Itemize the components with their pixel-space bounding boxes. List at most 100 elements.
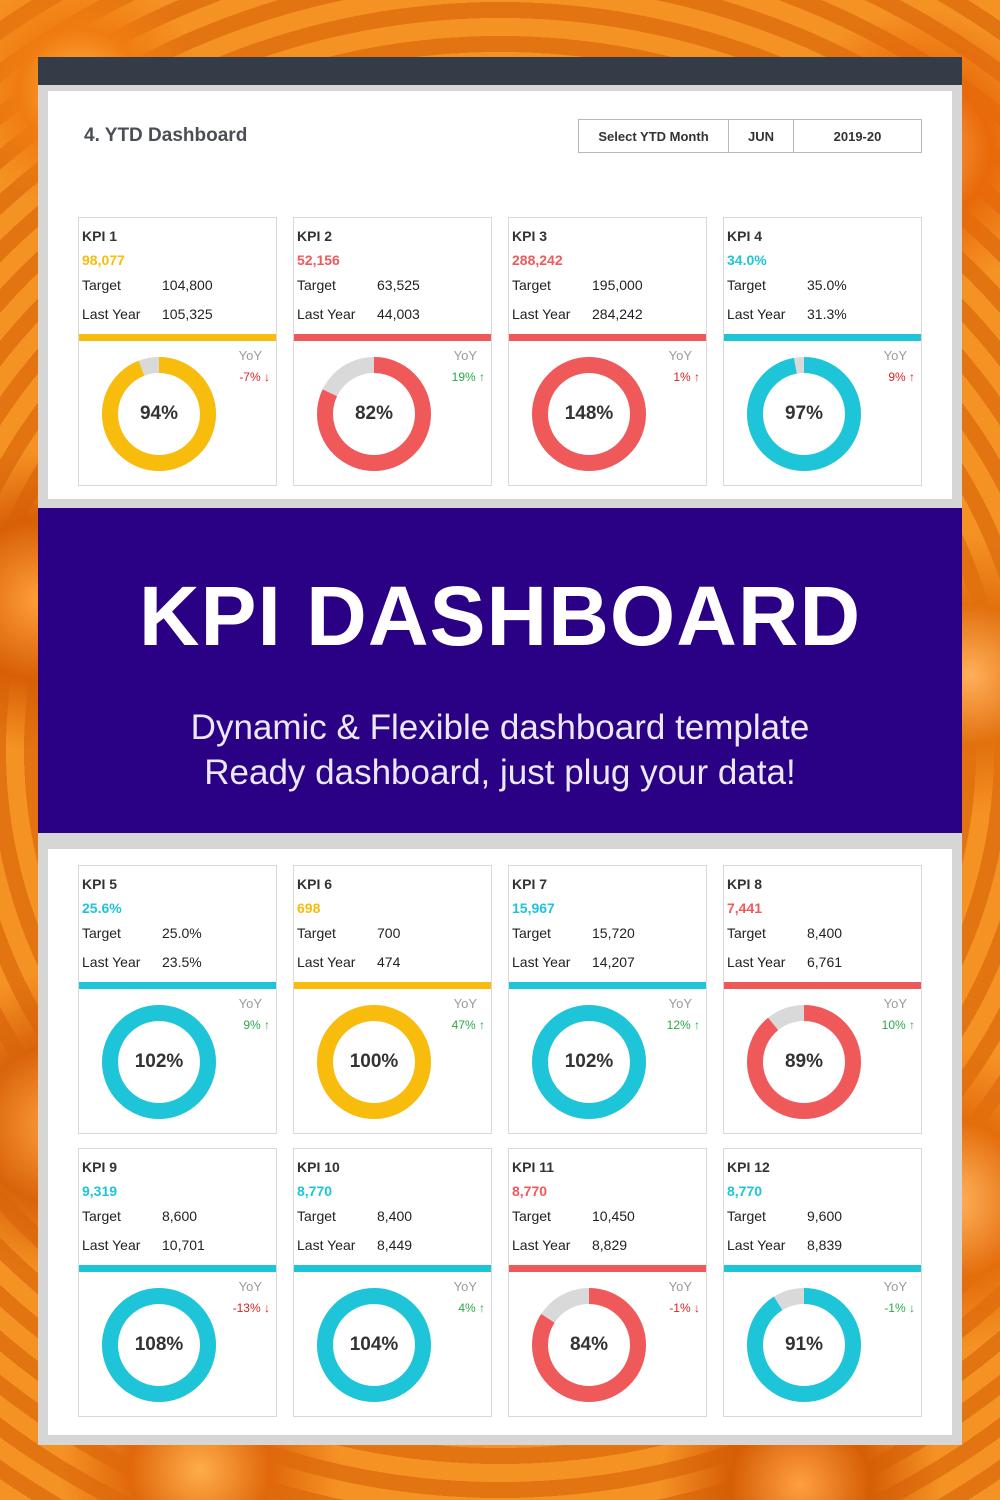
- kpi-card[interactable]: KPI 8 7,441 Target 8,400 Last Year 6,761 YoY 10…: [723, 865, 922, 1134]
- kpi-donut-chart: [102, 1005, 216, 1119]
- last-year-row: Last Year 23.5%: [82, 954, 202, 970]
- last-year-value: 8,449: [377, 1237, 413, 1253]
- target-row: Target 8,400: [727, 925, 842, 941]
- yoy-label: YoY: [668, 1279, 692, 1294]
- yoy-value: 10% ↑: [881, 1018, 915, 1032]
- yoy-label: YoY: [453, 1279, 477, 1294]
- yoy-value: -1% ↓: [884, 1301, 915, 1315]
- dashboard-bottom-frame: KPI 5 25.6% Target 25.0% Last Year 23.5% YoY 9%…: [38, 833, 962, 1445]
- target-row: Target 15,720: [512, 925, 635, 941]
- kpi-color-bar: [294, 982, 491, 989]
- kpi-donut-chart: [747, 1005, 861, 1119]
- kpi-value: 7,441: [727, 900, 763, 916]
- kpi-name: KPI 7: [512, 876, 548, 892]
- target-row: Target 104,800: [82, 277, 213, 293]
- last-year-label: Last Year: [727, 306, 786, 322]
- yoy-label: YoY: [238, 348, 262, 363]
- last-year-value: 31.3%: [807, 306, 847, 322]
- kpi-donut-chart: [102, 1288, 216, 1402]
- dashboard-top-panel: 4. YTD Dashboard Select YTD Month JUN 20…: [48, 91, 952, 499]
- page-title: 4. YTD Dashboard: [84, 125, 248, 146]
- year-dropdown[interactable]: 2019-20: [833, 128, 882, 144]
- yoy-label: YoY: [453, 996, 477, 1011]
- donut-progress-arc: [102, 357, 216, 471]
- yoy-value: 1% ↑: [673, 370, 700, 384]
- target-label: Target: [82, 1208, 121, 1224]
- kpi-card[interactable]: KPI 7 15,967 Target 15,720 Last Year 14,207 Yo…: [508, 865, 707, 1134]
- yoy-value: -13% ↓: [232, 1301, 270, 1315]
- banner: KPI DASHBOARD Dynamic & Flexible dashboa…: [38, 508, 962, 833]
- kpi-card[interactable]: KPI 10 8,770 Target 8,400 Last Year 8,449 YoY 4…: [293, 1148, 492, 1417]
- last-year-row: Last Year 105,325: [82, 306, 213, 322]
- kpi-card[interactable]: KPI 12 8,770 Target 9,600 Last Year 8,839 YoY -…: [723, 1148, 922, 1417]
- kpi-name: KPI 10: [297, 1159, 340, 1175]
- kpi-name: KPI 5: [82, 876, 118, 892]
- target-label: Target: [82, 277, 121, 293]
- target-label: Target: [512, 925, 551, 941]
- target-row: Target 700: [297, 925, 400, 941]
- last-year-value: 8,829: [592, 1237, 628, 1253]
- yoy-label: YoY: [883, 1279, 907, 1294]
- last-year-row: Last Year 14,207: [512, 954, 635, 970]
- target-label: Target: [82, 925, 121, 941]
- donut-progress-arc: [317, 1288, 431, 1402]
- last-year-label: Last Year: [82, 1237, 141, 1253]
- last-year-label: Last Year: [512, 306, 571, 322]
- kpi-card[interactable]: KPI 3 288,242 Target 195,000 Last Year 284,24…: [508, 217, 707, 486]
- kpi-percent: 100%: [349, 1051, 399, 1072]
- last-year-value: 284,242: [592, 306, 643, 322]
- kpi-color-bar: [724, 1265, 921, 1272]
- yoy-label: YoY: [668, 996, 692, 1011]
- yoy-value: 9% ↑: [243, 1018, 270, 1032]
- target-label: Target: [297, 925, 336, 941]
- donut-progress-arc: [747, 357, 861, 471]
- target-label: Target: [727, 277, 766, 293]
- kpi-color-bar: [294, 1265, 491, 1272]
- donut-progress-arc: [532, 1005, 646, 1119]
- target-row: Target 10,450: [512, 1208, 635, 1224]
- kpi-card[interactable]: KPI 6 698 Target 700 Last Year 474 YoY 47% ↑ 100…: [293, 865, 492, 1134]
- target-value: 15,720: [592, 925, 635, 941]
- kpi-value: 25.6%: [82, 900, 122, 916]
- target-row: Target 9,600: [727, 1208, 842, 1224]
- kpi-percent: 102%: [564, 1051, 614, 1072]
- month-dropdown[interactable]: JUN: [729, 120, 794, 152]
- yoy-label: YoY: [883, 996, 907, 1011]
- target-label: Target: [727, 1208, 766, 1224]
- donut-progress-arc: [532, 357, 646, 471]
- kpi-card[interactable]: KPI 4 34.0% Target 35.0% Last Year 31.3% YoY 9%…: [723, 217, 922, 486]
- kpi-color-bar: [79, 1265, 276, 1272]
- kpi-name: KPI 12: [727, 1159, 770, 1175]
- target-value: 8,400: [377, 1208, 413, 1224]
- kpi-percent: 82%: [354, 403, 394, 424]
- target-label: Target: [297, 1208, 336, 1224]
- banner-subtitle-1: Dynamic & Flexible dashboard template: [190, 708, 810, 747]
- kpi-card[interactable]: KPI 11 8,770 Target 10,450 Last Year 8,829 YoY…: [508, 1148, 707, 1417]
- target-row: Target 8,600: [82, 1208, 197, 1224]
- kpi-card[interactable]: KPI 9 9,319 Target 8,600 Last Year 10,701 YoY -…: [78, 1148, 277, 1417]
- last-year-value: 23.5%: [162, 954, 202, 970]
- last-year-value: 44,003: [377, 306, 420, 322]
- target-row: Target 25.0%: [82, 925, 202, 941]
- kpi-card[interactable]: KPI 2 52,156 Target 63,525 Last Year 44,003 Yo…: [293, 217, 492, 486]
- target-value: 10,450: [592, 1208, 635, 1224]
- kpi-card[interactable]: KPI 5 25.6% Target 25.0% Last Year 23.5% YoY 9%…: [78, 865, 277, 1134]
- banner-headline: KPI DASHBOARD: [138, 569, 862, 663]
- kpi-name: KPI 3: [512, 228, 548, 244]
- last-year-row: Last Year 31.3%: [727, 306, 847, 322]
- kpi-donut-chart: [747, 1288, 861, 1402]
- last-year-label: Last Year: [297, 306, 356, 322]
- kpi-donut-chart: [317, 357, 431, 471]
- kpi-color-bar: [509, 982, 706, 989]
- kpi-donut-chart: [317, 1288, 431, 1402]
- kpi-value: 8,770: [297, 1183, 333, 1199]
- last-year-value: 10,701: [162, 1237, 205, 1253]
- yoy-label: YoY: [668, 348, 692, 363]
- kpi-value: 15,967: [512, 900, 555, 916]
- yoy-value: 47% ↑: [451, 1018, 485, 1032]
- last-year-label: Last Year: [727, 1237, 786, 1253]
- kpi-percent: 94%: [139, 403, 179, 424]
- kpi-name: KPI 9: [82, 1159, 118, 1175]
- kpi-card[interactable]: KPI 1 98,077 Target 104,800 Last Year 105,325…: [78, 217, 277, 486]
- target-value: 8,600: [162, 1208, 198, 1224]
